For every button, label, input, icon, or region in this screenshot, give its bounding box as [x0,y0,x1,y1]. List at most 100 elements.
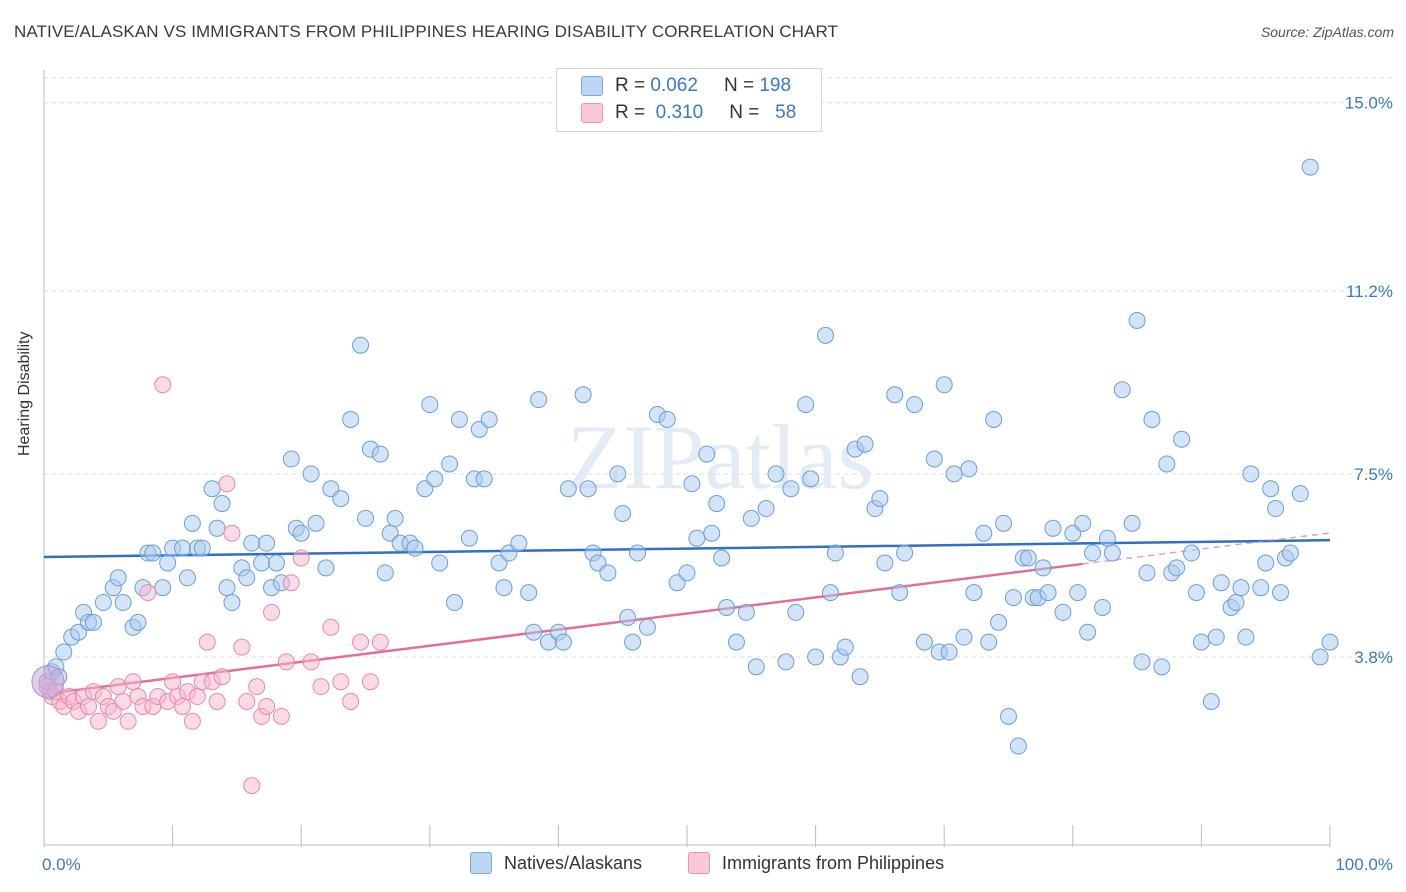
natives-point [530,391,548,409]
legend-item-philippines: Immigrants from Philippines [688,852,944,874]
natives-point [821,584,839,602]
natives-point [960,460,978,478]
natives-point [307,514,325,532]
natives-point [1192,633,1210,651]
natives-point [1103,544,1121,562]
natives-point [816,326,834,344]
natives-point [683,475,701,493]
natives-point [990,613,1008,631]
philippines-point [233,638,251,656]
natives-point [678,564,696,582]
natives-point [183,514,201,532]
natives-point [1143,410,1161,428]
natives-point [599,564,617,582]
philippines-point [371,633,389,651]
natives-point [1044,519,1062,537]
y-tick-label: 11.2% [1346,282,1393,301]
natives-point [747,658,765,676]
natives-point [742,509,760,527]
natives-point [698,445,716,463]
legend-swatch-pink [581,103,603,123]
natives-point [624,633,642,651]
philippines-point [188,688,206,706]
natives-point [460,529,478,547]
philippines-point [238,692,256,710]
philippines-point [352,633,370,651]
legend-n-value: 198 [759,75,792,96]
natives-point [154,579,172,597]
x-tick-label: 0.0% [42,855,81,874]
natives-point [129,613,147,631]
legend-item-natives: Natives/Alaskans [470,852,642,874]
natives-point [1272,584,1290,602]
trend-lines [43,532,1331,696]
natives-point [109,569,127,587]
correlation-legend: R = 0.062 N = 198 R = 0.310 N = 58 [556,68,822,132]
natives-point [1321,633,1339,651]
natives-point [1173,430,1191,448]
philippines-point [272,707,290,725]
natives-point [1202,692,1220,710]
natives-point [1187,584,1205,602]
natives-point [1128,311,1146,329]
chart-title: NATIVE/ALASKAN VS IMMIGRANTS FROM PHILIP… [14,22,839,41]
natives-point [1039,584,1057,602]
natives-point [713,549,731,567]
natives-point [1242,465,1260,483]
x-tick-label: 100.0% [1335,855,1393,874]
natives-point [638,618,656,636]
natives-point [658,410,676,428]
natives-point [495,579,513,597]
natives-point [223,594,241,612]
natives-point [208,519,226,537]
natives-point [1257,554,1275,572]
natives-point [84,613,102,631]
natives-point [614,504,632,522]
natives-point [906,396,924,414]
philippines-point [277,653,295,671]
natives-point [292,524,310,542]
philippines-point [302,653,320,671]
natives-point [1207,628,1225,646]
natives-point [1034,559,1052,577]
philippines-point [332,673,350,691]
natives-point [1093,598,1111,616]
natives-point [376,564,394,582]
natives-point [965,584,983,602]
philippines-point [312,678,330,696]
philippines-point [183,712,201,730]
natives-point [767,465,785,483]
philippines-point [89,712,107,730]
natives-point [1291,485,1309,503]
natives-point [510,534,528,552]
natives-point [282,450,300,468]
natives-point [525,623,543,641]
philippines-point [208,692,226,710]
natives-point [1069,584,1087,602]
natives-point [609,465,627,483]
natives-trend-line [43,538,1331,559]
natives-point [332,490,350,508]
natives-point [891,584,909,602]
philippines-point [173,697,191,715]
natives-point [480,410,498,428]
natives-point [213,495,231,513]
natives-point [940,643,958,661]
natives-point [1153,658,1171,676]
natives-point [896,544,914,562]
natives-point [317,559,335,577]
legend-swatch-natives [470,852,492,874]
natives-point [871,490,889,508]
philippines-point [139,584,157,602]
natives-point [718,598,736,616]
natives-point [446,594,464,612]
legend-n-value: 58 [775,102,797,123]
natives-point [1113,381,1131,399]
natives-point [935,376,953,394]
natives-point [475,470,493,488]
philippines-point [322,618,340,636]
philippines-point [213,668,231,686]
natives-point [757,500,775,518]
philippines-point [218,475,236,493]
philippines-point [223,524,241,542]
